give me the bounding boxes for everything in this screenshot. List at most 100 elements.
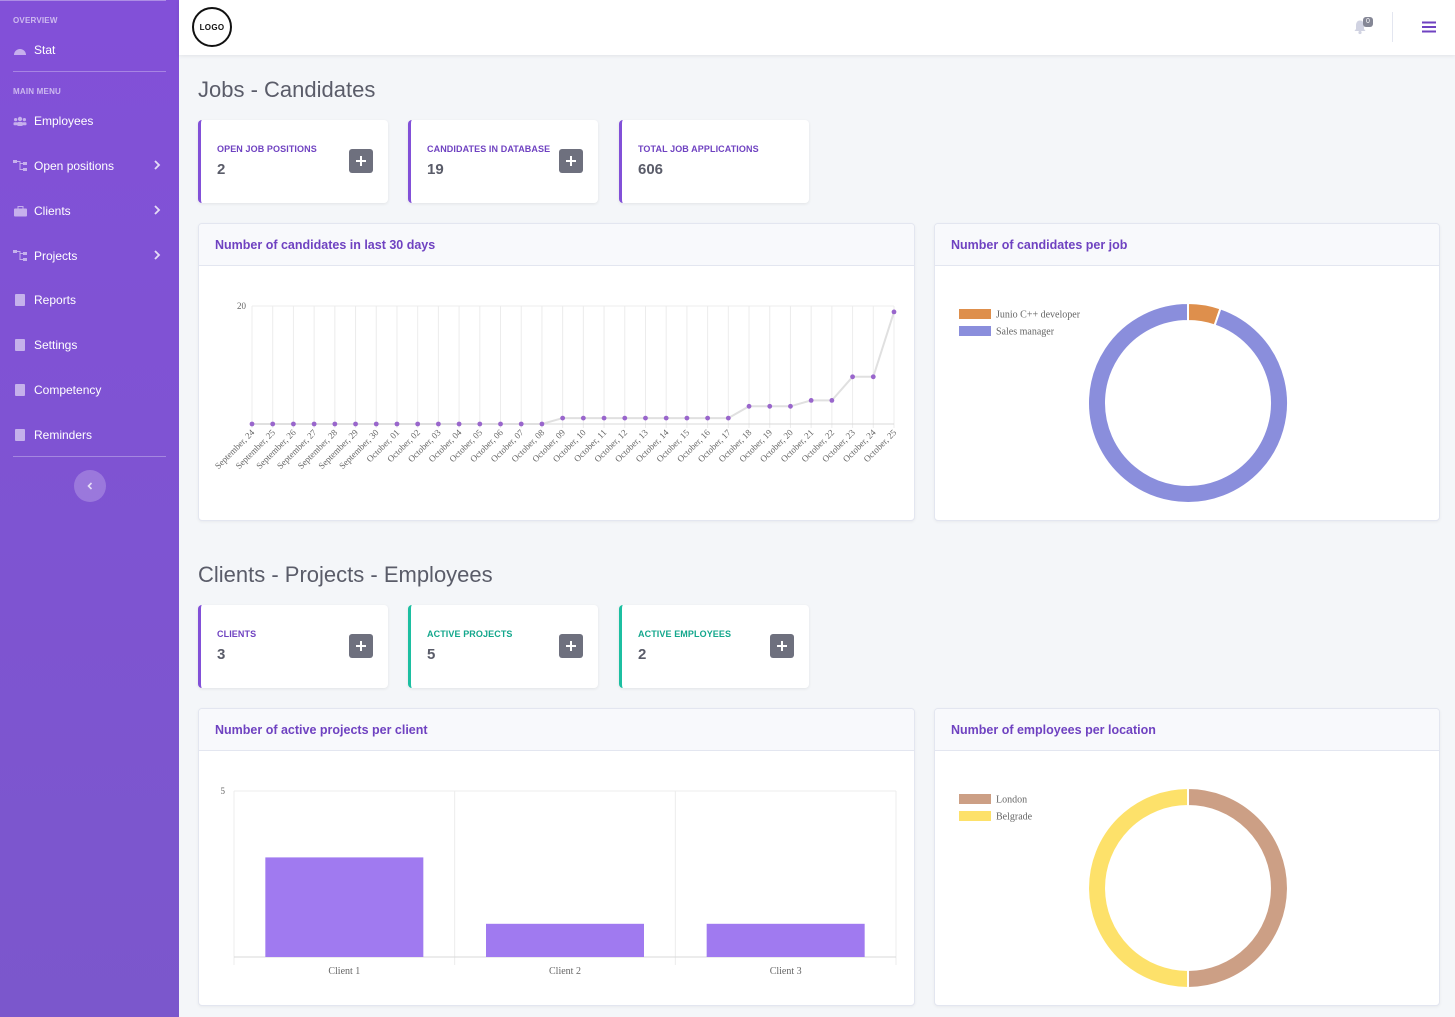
stat-card-active-projects: ACTIVE PROJECTS 5 [408,605,598,688]
add-candidate-button[interactable] [559,149,583,173]
y-tick-label: 20 [237,301,247,311]
data-point [767,403,773,409]
bar [265,857,424,957]
topbar: LOGO 0 [179,0,1455,55]
data-point [870,374,876,380]
stat-value: 2 [638,646,647,663]
sitemap-icon [13,160,27,172]
sidebar-item-reports[interactable]: Reports [0,285,179,315]
add-employee-button[interactable] [770,634,794,658]
stat-label: CANDIDATES IN DATABASE [427,144,551,154]
book-icon [13,429,27,441]
plus-icon [566,641,576,651]
sidebar-toggle-button[interactable] [74,470,106,502]
notification-count-badge: 0 [1363,17,1373,27]
data-point [477,421,483,427]
legend-swatch [959,309,991,319]
stat-label: OPEN JOB POSITIONS [217,144,317,154]
data-point [249,421,255,427]
add-project-button[interactable] [559,634,583,658]
data-point [518,421,524,427]
stat-card-open-job-positions: OPEN JOB POSITIONS 2 [198,120,388,203]
legend-swatch [959,811,991,821]
data-point [373,421,379,427]
data-point [829,398,835,403]
data-point [580,415,586,421]
sidebar-item-employees[interactable]: Employees [0,106,179,136]
book-icon [13,294,27,306]
sidebar-item-competency[interactable]: Competency [0,375,179,405]
book-icon [13,384,27,396]
chart-card-header: Number of candidates in last 30 days [199,224,914,266]
data-point [394,421,400,427]
data-point [643,415,648,421]
sidebar-item-clients[interactable]: Clients [0,196,179,226]
data-point [663,415,669,421]
sidebar-heading-overview: OVERVIEW [13,16,58,25]
sidebar: OVERVIEW Stat MAIN MENU Employees Open p… [0,0,179,1017]
chart-card-projects-per-client: Number of active projects per client 5 Cl… [198,708,915,1006]
logo[interactable]: LOGO [192,7,232,47]
bell-icon[interactable] [1352,19,1368,35]
pie-slice [1087,786,1189,990]
stat-label: ACTIVE PROJECTS [427,629,513,639]
sidebar-item-reminders[interactable]: Reminders [0,420,179,450]
sidebar-item-projects[interactable]: Projects [0,241,179,271]
data-point [498,421,503,427]
sidebar-item-label: Clients [34,204,71,218]
section-title-jobs-candidates: Jobs - Candidates [198,77,376,102]
y-tick-label: 5 [221,786,226,796]
chart-title: Number of candidates in last 30 days [215,238,436,252]
legend-swatch [959,326,991,336]
legend-label: London [996,795,1027,806]
legend-label: Belgrade [996,812,1033,823]
data-point [725,415,731,421]
legend-label: Junio C++ developer [996,310,1081,321]
chart-card-header: Number of employees per location [935,709,1439,751]
hamburger-menu-icon[interactable] [1421,19,1437,35]
bar [706,923,865,957]
sidebar-item-label: Reminders [34,428,93,442]
tachometer-icon [13,44,27,56]
plus-icon [356,156,366,166]
data-point [601,415,607,421]
stat-label: ACTIVE EMPLOYEES [638,629,732,639]
data-point [808,398,814,403]
data-point [435,421,441,427]
data-point [539,421,545,427]
chart-title: Number of active projects per client [215,723,428,737]
data-point [850,374,855,380]
chart-card-employees-per-location: Number of employees per location London B… [934,708,1440,1006]
users-icon [13,115,27,127]
plus-icon [566,156,576,166]
add-job-position-button[interactable] [349,149,373,173]
data-point [353,421,358,427]
data-point [332,421,338,427]
sidebar-item-label: Competency [34,383,102,397]
stat-card-candidates-in-database: CANDIDATES IN DATABASE 19 [408,120,598,203]
donut-chart: London Belgrade [959,786,1289,990]
plus-icon [356,641,366,651]
topbar-divider [1392,12,1393,42]
donut-chart: Junio C++ developer Sales manager [959,301,1289,504]
data-point [456,421,462,427]
stat-card-clients: CLIENTS 3 [198,605,388,688]
sidebar-item-label: Projects [34,249,78,263]
sidebar-item-open-positions[interactable]: Open positions [0,151,179,181]
chart-card-header: Number of candidates per job [935,224,1439,266]
data-point [291,421,296,427]
chart-card-candidates-per-job: Number of candidates per job Junio C++ d… [934,223,1440,521]
stat-value: 3 [217,646,226,663]
stat-card-total-job-applications: TOTAL JOB APPLICATIONS 606 [619,120,809,203]
add-client-button[interactable] [349,634,373,658]
book-icon [13,339,27,351]
sidebar-item-stat[interactable]: Stat [0,35,179,65]
chart-title: Number of employees per location [951,723,1156,737]
sidebar-item-settings[interactable]: Settings [0,330,179,360]
data-point [788,403,793,409]
sidebar-item-label: Open positions [34,159,115,173]
data-point [311,421,317,427]
data-point [560,415,566,421]
section-title-clients-projects-employees: Clients - Projects - Employees [198,562,493,587]
